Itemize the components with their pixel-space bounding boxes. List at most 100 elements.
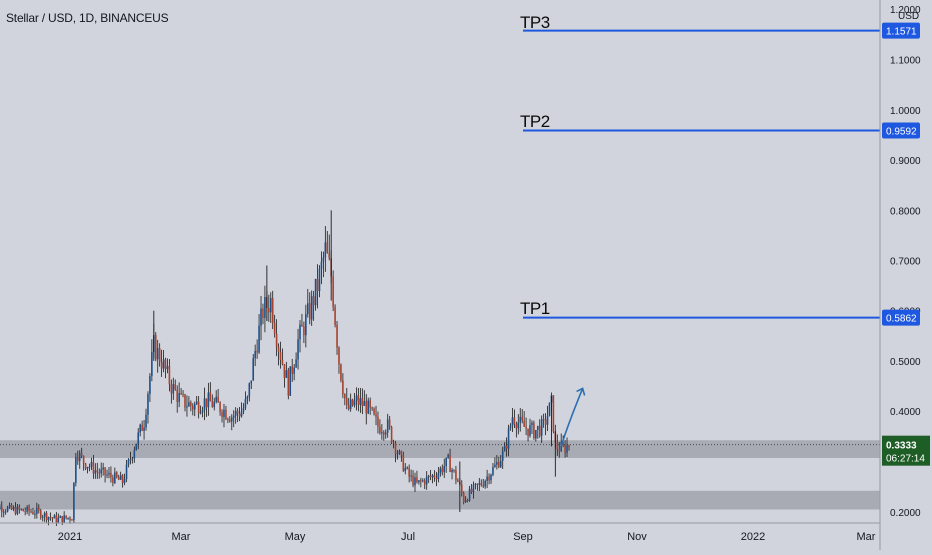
candle-body (178, 393, 180, 402)
candle-body (560, 442, 562, 452)
candle-body (519, 416, 522, 423)
candle-body (373, 408, 375, 415)
candle-body (466, 500, 469, 502)
candle (533, 420, 535, 440)
candle (381, 424, 383, 440)
candle (182, 390, 184, 398)
candle (246, 395, 249, 405)
candle-body (308, 303, 311, 320)
candle-body (349, 399, 352, 409)
tp1-label: TP1 (520, 299, 550, 318)
candle (472, 481, 475, 499)
candle (252, 354, 255, 381)
candle-body (102, 467, 104, 470)
candle-body (359, 398, 362, 405)
candle (492, 463, 494, 477)
candle (156, 339, 159, 373)
candle-body (34, 513, 36, 515)
candle (433, 470, 436, 482)
y-tick-label: 0.2000 (890, 508, 921, 519)
candle (301, 313, 303, 327)
candle-body (176, 389, 179, 402)
candle (291, 358, 294, 382)
candle-body (468, 488, 471, 501)
candle (513, 409, 516, 429)
candle (410, 469, 412, 482)
candle-body (398, 451, 401, 454)
candle-body (51, 517, 54, 519)
candle (388, 415, 391, 430)
candle-body (480, 482, 483, 486)
candle-body (262, 308, 264, 319)
candle-body (386, 419, 389, 433)
candle (462, 491, 465, 505)
candle-body (8, 504, 11, 508)
candle-body (36, 507, 38, 514)
candle (0, 503, 1, 511)
candle (147, 391, 149, 424)
candle (86, 466, 89, 474)
candle (394, 440, 397, 463)
x-tick-label: 2021 (58, 531, 82, 543)
axis-currency-label: USD (898, 11, 920, 22)
candle-body (82, 455, 85, 464)
candle (28, 504, 30, 516)
badge-bg (882, 309, 920, 326)
y-tick-label: 1.2000 (890, 5, 921, 16)
candle-body (188, 402, 190, 407)
candle (406, 466, 409, 470)
candle-body (420, 480, 422, 482)
candle-body (410, 475, 412, 477)
candle-body (246, 396, 249, 400)
candle-body (517, 422, 520, 429)
candle-body (121, 475, 124, 484)
support-zone-2 (0, 490, 880, 510)
candle (168, 359, 171, 392)
price-axis[interactable]: 0.20000.40000.50000.60000.70000.80000.90… (879, 0, 921, 550)
support-zones (0, 440, 880, 510)
candle-body (515, 424, 518, 429)
candle (269, 292, 272, 323)
candle-body (71, 519, 73, 521)
candle (535, 429, 537, 442)
candle (82, 455, 85, 471)
candle (392, 439, 395, 449)
candle-body (540, 419, 543, 436)
candle-body (61, 516, 64, 523)
candle (10, 503, 13, 511)
candle-body (289, 366, 292, 396)
candle (55, 511, 58, 527)
candle-body (566, 445, 568, 453)
current-price-text: 0.3333 (886, 441, 917, 452)
candle-body (482, 485, 485, 487)
badge-text: 0.9592 (886, 126, 917, 137)
candle-body (269, 298, 272, 313)
time-axis[interactable]: 2021 Mar May Jul Sep Nov 2022 Mar (0, 522, 880, 543)
candle (390, 425, 393, 444)
candle-body (53, 515, 56, 519)
candle-body (361, 398, 364, 406)
candle-body (6, 507, 9, 512)
candle-body (334, 306, 336, 325)
candle-body (542, 419, 545, 421)
candle (336, 320, 338, 355)
y-tick-label: 0.4000 (890, 407, 921, 418)
candle (190, 400, 192, 412)
candle-body (394, 442, 397, 454)
candle (145, 408, 147, 431)
candle-body (404, 468, 407, 472)
symbol-title: Stellar / USD, 1D, BINANCEUS (6, 11, 169, 25)
candle (197, 396, 200, 419)
candle-body (100, 469, 102, 474)
candle-body (180, 393, 182, 395)
candle (412, 470, 414, 488)
candle-body (197, 401, 200, 414)
candle-body (75, 457, 77, 483)
support-zone-1 (0, 440, 880, 458)
candle (4, 509, 7, 515)
candle (503, 442, 506, 452)
y-tick-label: 0.9000 (890, 156, 921, 167)
candle (515, 421, 518, 438)
